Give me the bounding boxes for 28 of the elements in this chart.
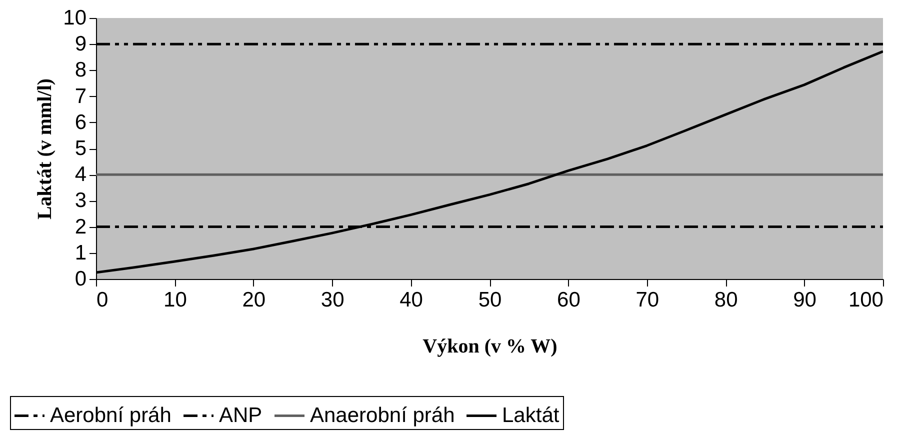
legend-label: Aerobní práh <box>50 404 172 427</box>
y-tick-label: 4 <box>74 163 87 186</box>
x-tick-label: 90 <box>793 288 816 312</box>
y-tick-label: 0 <box>74 268 86 290</box>
x-tick-label: 10 <box>164 288 187 312</box>
y-tick-label: 10 <box>63 6 86 30</box>
legend-label: Laktát <box>502 404 560 427</box>
y-axis-title: Laktát (v mml/l) <box>34 78 56 220</box>
x-tick-label: 100 <box>848 288 884 312</box>
y-tick-label: 8 <box>74 58 86 82</box>
x-tick-label: 40 <box>400 288 423 312</box>
x-tick-label: 20 <box>242 288 266 312</box>
y-tick-label: 9 <box>74 32 86 56</box>
y-tick-label: 6 <box>74 110 86 134</box>
x-tick-label: 80 <box>714 288 738 312</box>
y-tick-label: 1 <box>74 241 86 264</box>
x-tick-label: 30 <box>320 288 344 312</box>
y-tick-label: 7 <box>74 84 86 108</box>
legend-label: ANP <box>219 404 262 427</box>
x-tick-label: 70 <box>636 288 660 312</box>
legend-label: Anaerobní práh <box>310 404 455 427</box>
y-tick-label: 2 <box>74 215 86 238</box>
y-tick-label: 3 <box>74 189 86 212</box>
x-tick-label: 50 <box>478 288 502 312</box>
y-tick-label: 5 <box>74 137 86 160</box>
x-tick-label: 0 <box>96 288 108 312</box>
x-axis-title: Výkon (v % W) <box>422 336 558 358</box>
x-tick-label: 60 <box>557 288 580 312</box>
